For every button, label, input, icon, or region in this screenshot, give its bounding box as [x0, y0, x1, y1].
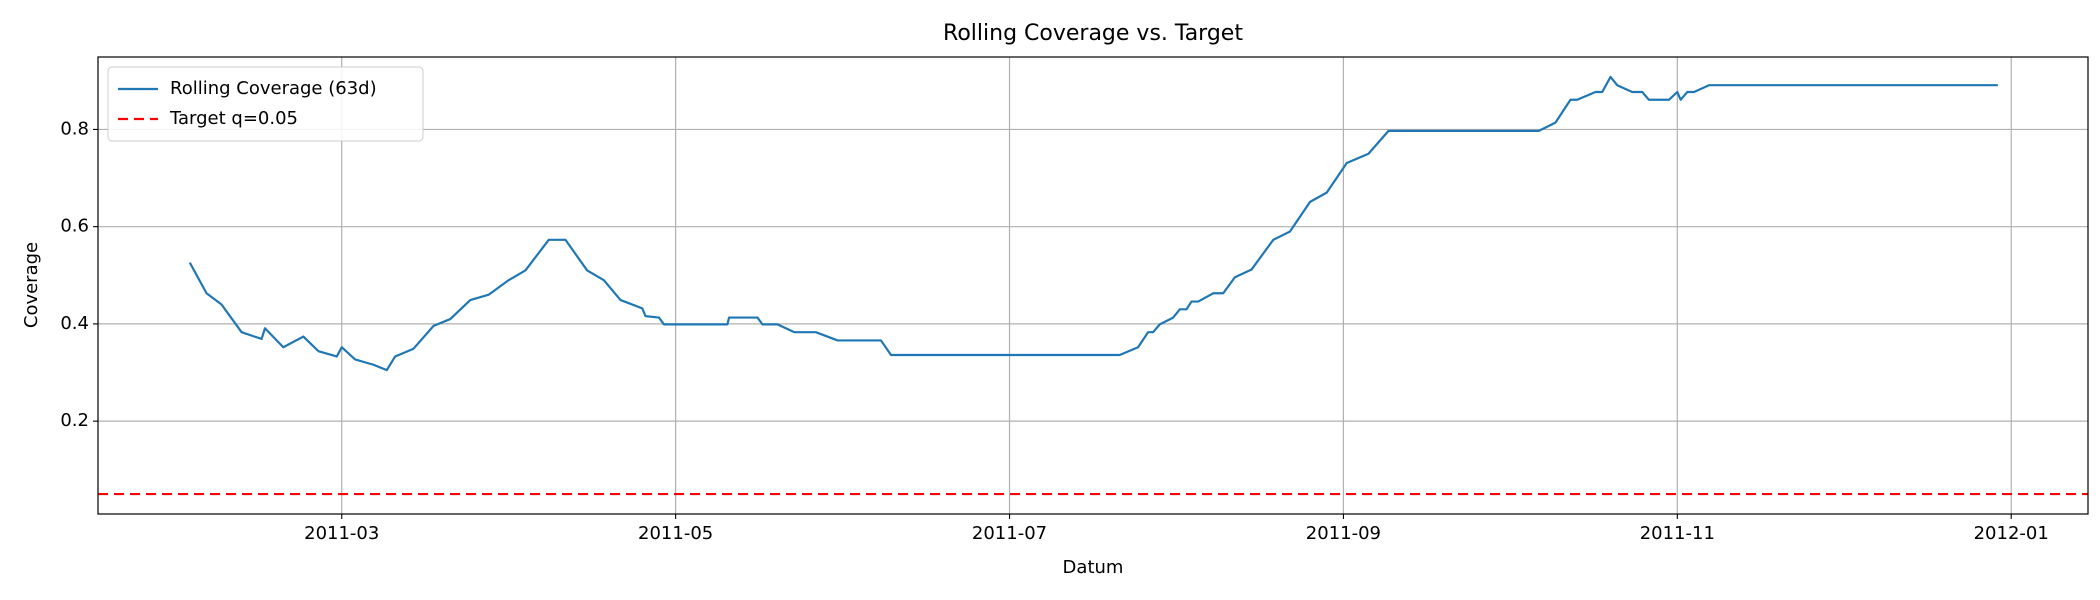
- chart-title: Rolling Coverage vs. Target: [943, 21, 1243, 46]
- y-tick-label: 0.2: [60, 410, 89, 431]
- y-tick-label: 0.8: [60, 118, 89, 139]
- legend-box: [107, 66, 424, 142]
- y-tick-label: 0.4: [60, 313, 89, 334]
- x-tick-label: 2011-05: [638, 523, 713, 544]
- x-tick-label: 2012-01: [1974, 523, 2049, 544]
- data-line: [188, 75, 1998, 372]
- x-tick-label: 2011-11: [1640, 523, 1715, 544]
- axes-frame: [97, 56, 2089, 515]
- x-tick-label: 2011-09: [1306, 523, 1381, 544]
- y-axis-label: Coverage: [21, 242, 42, 328]
- legend-label: Rolling Coverage (63d): [170, 78, 377, 99]
- legend-label: Target q=0.05: [169, 108, 298, 129]
- y-tick-label: 0.6: [60, 216, 89, 237]
- x-axis-label: Datum: [1063, 557, 1124, 578]
- x-tick-label: 2011-03: [304, 523, 379, 544]
- x-tick-label: 2011-07: [972, 523, 1047, 544]
